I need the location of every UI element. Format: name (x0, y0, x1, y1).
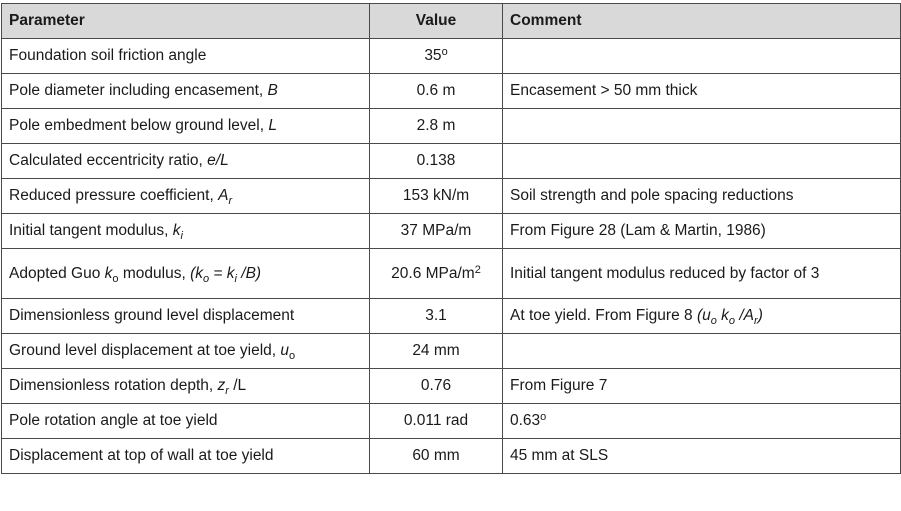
parameter-cell: Adopted Guo ko modulus, (ko = ki /B) (1, 248, 370, 299)
parameter-cell: Dimensionless ground level displacement (1, 298, 370, 334)
parameter-cell: Pole diameter including encasement, B (1, 73, 370, 109)
comment-cell (502, 108, 901, 144)
value-cell: 37 MPa/m (369, 213, 503, 249)
parameter-cell: Foundation soil friction angle (1, 38, 370, 74)
table-row: Initial tangent modulus, ki 37 MPa/m From … (1, 213, 901, 249)
value-cell: 0.138 (369, 143, 503, 179)
table-row: Pole rotation angle at toe yield 0.011 ra… (1, 403, 901, 439)
value-cell: 0.76 (369, 368, 503, 404)
value-cell: 3.1 (369, 298, 503, 334)
value-cell: 0.6 m (369, 73, 503, 109)
parameter-cell: Displacement at top of wall at toe yield (1, 438, 370, 474)
comment-cell: From Figure 28 (Lam & Martin, 1986) (502, 213, 901, 249)
table-row: Dimensionless ground level displacement 3… (1, 298, 901, 334)
table-row: Ground level displacement at toe yield, … (1, 333, 901, 369)
parameter-cell: Ground level displacement at toe yield, … (1, 333, 370, 369)
comment-cell (502, 333, 901, 369)
comment-cell: 0.63o (502, 403, 901, 439)
header-comment: Comment (502, 3, 901, 39)
comment-cell (502, 38, 901, 74)
table-row: Pole diameter including encasement, B 0.6… (1, 73, 901, 109)
comment-cell: At toe yield. From Figure 8 (uo ko /Ar) (502, 298, 901, 334)
comment-cell: 45 mm at SLS (502, 438, 901, 474)
value-cell: 60 mm (369, 438, 503, 474)
table-row: Dimensionless rotation depth, zr /L 0.76 F… (1, 368, 901, 404)
comment-cell (502, 143, 901, 179)
parameters-table: Parameter Value Comment Foundation soil … (1, 3, 901, 474)
header-value: Value (369, 3, 503, 39)
parameter-cell: Pole embedment below ground level, L (1, 108, 370, 144)
table-header-row: Parameter Value Comment (1, 3, 901, 39)
parameter-cell: Pole rotation angle at toe yield (1, 403, 370, 439)
value-cell: 2.8 m (369, 108, 503, 144)
table-row: Calculated eccentricity ratio, e/L 0.138 (1, 143, 901, 179)
value-cell: 153 kN/m (369, 178, 503, 214)
value-cell: 24 mm (369, 333, 503, 369)
parameter-cell: Calculated eccentricity ratio, e/L (1, 143, 370, 179)
comment-cell: Encasement > 50 mm thick (502, 73, 901, 109)
comment-cell: Soil strength and pole spacing reduction… (502, 178, 901, 214)
table-row: Foundation soil friction angle 35o (1, 38, 901, 74)
header-parameter: Parameter (1, 3, 370, 39)
value-cell: 20.6 MPa/m2 (369, 248, 503, 299)
table-row: Pole embedment below ground level, L 2.8 … (1, 108, 901, 144)
table-row: Reduced pressure coefficient, Ar 153 kN/m… (1, 178, 901, 214)
table-row: Displacement at top of wall at toe yield… (1, 438, 901, 474)
comment-cell: From Figure 7 (502, 368, 901, 404)
parameter-cell: Dimensionless rotation depth, zr /L (1, 368, 370, 404)
table-row: Adopted Guo ko modulus, (ko = ki /B) 20.6… (1, 248, 901, 299)
comment-cell: Initial tangent modulus reduced by facto… (502, 248, 901, 299)
parameter-cell: Reduced pressure coefficient, Ar (1, 178, 370, 214)
value-cell: 0.011 rad (369, 403, 503, 439)
value-cell: 35o (369, 38, 503, 74)
parameter-cell: Initial tangent modulus, ki (1, 213, 370, 249)
